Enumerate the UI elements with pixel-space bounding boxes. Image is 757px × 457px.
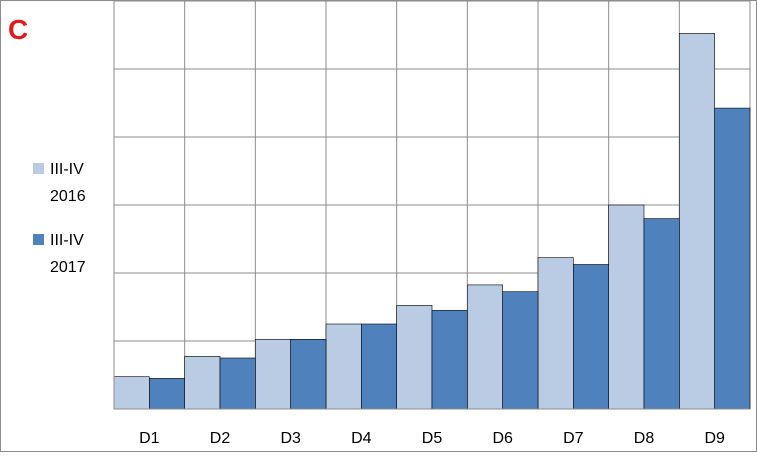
bar-2017-d7 [573,264,609,410]
legend: III-IV 2016 III-IV 2017 [33,161,86,276]
bar-2016-d6 [467,284,503,410]
bar-2016-d5 [396,304,433,410]
bar-2017-d4 [361,323,397,410]
bar-2016-d4 [325,323,362,410]
legend-label-2017-line2: 2017 [50,259,86,276]
bar-2017-d6 [502,291,539,410]
bar-2016-d1 [113,376,150,410]
bars [113,32,751,410]
panel-letter: C [8,14,28,45]
legend-label-2016-line1: III-IV [50,161,84,178]
x-tick-label-d4: D4 [351,430,372,447]
x-tick-label-d9: D9 [704,430,725,447]
x-tick-label-d6: D6 [492,430,513,447]
bar-2017-d1 [149,378,185,410]
bar-2016-d2 [184,355,221,410]
bar-2017-d5 [431,310,468,410]
x-tick-label-d8: D8 [634,430,655,447]
x-tick-label-d3: D3 [280,430,301,447]
bar-2017-d8 [643,218,680,410]
bar-2016-d8 [608,204,645,410]
x-tick-label-d5: D5 [422,430,443,447]
bar-2016-d9 [679,32,715,410]
bar-2017-d2 [219,357,256,410]
legend-swatch-2016 [33,163,44,174]
x-tick-label-d1: D1 [139,430,160,447]
legend-label-2017-line1: III-IV [50,232,84,249]
x-tick-label-d7: D7 [563,430,584,447]
x-tick-label-d2: D2 [210,430,231,447]
bar-2017-d3 [290,338,327,410]
axes [113,1,750,410]
bar-2016-d3 [255,338,291,410]
legend-label-2016-line2: 2016 [50,188,86,205]
bar-2017-d9 [714,107,751,410]
legend-swatch-2017 [33,234,44,245]
x-tick-labels: D1 D2 D3 D4 D5 D6 D7 D8 D9 [139,430,725,447]
bar-2016-d7 [537,257,574,410]
